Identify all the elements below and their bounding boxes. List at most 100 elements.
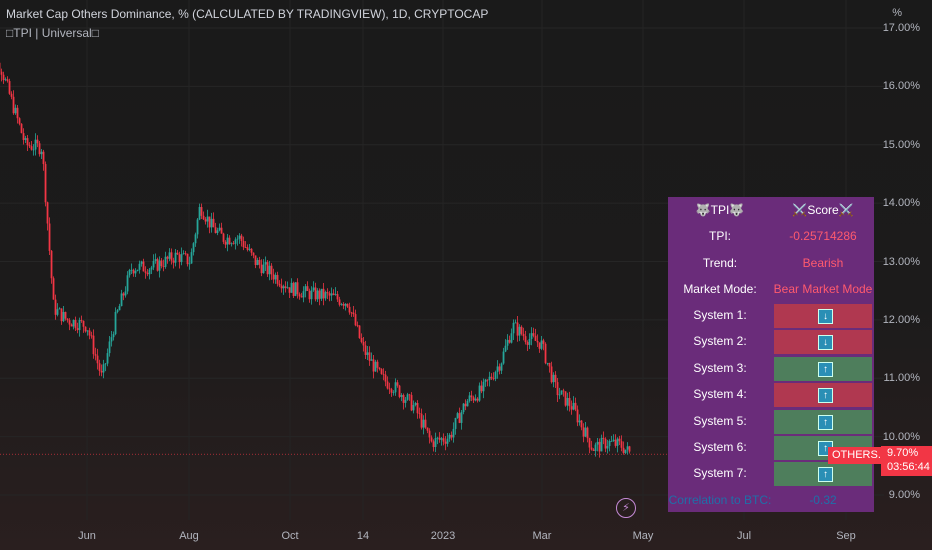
- lightning-icon[interactable]: ⚡: [616, 498, 636, 518]
- candle-body: [178, 254, 181, 263]
- time-tick-label: Mar: [532, 530, 552, 542]
- candle-body: [550, 366, 553, 383]
- signal-arrow-icon: ↑: [818, 414, 833, 430]
- candle-body: [214, 227, 217, 234]
- candle-body: [302, 291, 305, 298]
- candle-body: [396, 382, 399, 386]
- signal-arrow-icon: ↑: [818, 388, 833, 404]
- candle-body: [102, 364, 105, 373]
- time-axis[interactable]: Jun Aug Oct 14 2023 Mar May Jul Sep: [0, 522, 880, 550]
- candle-body: [400, 395, 403, 397]
- candle-body: [368, 352, 371, 361]
- candle-body: [534, 335, 537, 341]
- candle-body: [388, 388, 391, 390]
- candle-body: [554, 374, 557, 383]
- candle-body: [66, 318, 69, 321]
- candle-body: [80, 320, 83, 321]
- indicator-legend[interactable]: □TPI | Universal□: [6, 26, 99, 40]
- price-tick-label: 17.00%: [882, 22, 920, 34]
- candle-body: [510, 333, 513, 343]
- candle-body: [152, 260, 155, 268]
- candle-body: [600, 437, 603, 452]
- candle-body: [546, 362, 549, 364]
- candle-body: [346, 303, 349, 307]
- candle-body: [548, 362, 551, 367]
- candle-body: [274, 274, 277, 280]
- candle-body: [408, 394, 411, 396]
- time-tick-label: 14: [356, 530, 370, 542]
- candle-body: [186, 253, 189, 265]
- system-label: System 2:: [693, 334, 747, 349]
- candle-body: [110, 337, 113, 342]
- tpi-table: 🐺TPI🐺 ⚔️Score⚔️ TPI: -0.25714286 Trend: …: [668, 197, 874, 512]
- candle-body: [472, 397, 475, 401]
- candle-body: [446, 438, 449, 444]
- tpi-header: 🐺TPI🐺: [695, 203, 745, 217]
- candle-body: [238, 235, 241, 239]
- candle-body: [140, 261, 143, 264]
- candle-body: [292, 282, 295, 296]
- candle-body: [576, 409, 579, 423]
- candle-body: [426, 427, 429, 431]
- candle-body: [108, 341, 111, 354]
- candle-body: [188, 263, 191, 265]
- candle-body: [248, 248, 251, 250]
- candle-body: [318, 290, 321, 299]
- candle-body: [2, 74, 5, 81]
- candle-body: [476, 398, 479, 401]
- system-row: System 5: ↑: [668, 408, 874, 434]
- candle-body: [266, 262, 269, 275]
- candle-body: [4, 79, 7, 81]
- chart-title[interactable]: Market Cap Others Dominance, % (CALCULAT…: [6, 7, 489, 21]
- market-mode-value: Bear Market Mode: [773, 282, 873, 296]
- price-axis[interactable]: 17.00% 16.00% 15.00% 14.00% 13.00% 12.00% 11.0…: [882, 0, 932, 520]
- candle-body: [424, 419, 427, 428]
- candle-body: [22, 133, 25, 140]
- candle-body: [374, 361, 377, 372]
- candle-body: [344, 303, 347, 306]
- candle-body: [468, 395, 471, 401]
- candle-body: [94, 354, 97, 356]
- candle-body: [442, 438, 445, 442]
- candle-body: [316, 290, 319, 300]
- candle-body: [18, 118, 21, 124]
- candle-body: [0, 71, 3, 75]
- candle-body: [616, 438, 619, 446]
- candle-body: [172, 260, 175, 263]
- candle-body: [450, 434, 453, 438]
- candle-body: [436, 437, 439, 439]
- price-tick-label: 14.00%: [882, 197, 920, 210]
- candle-body: [310, 290, 313, 300]
- candle-body: [412, 405, 415, 411]
- candle-body: [602, 437, 605, 439]
- candle-body: [370, 359, 373, 361]
- candle-body: [582, 427, 585, 437]
- candle-body: [628, 446, 631, 452]
- candle-body: [138, 263, 141, 270]
- candle-body: [606, 445, 609, 449]
- candle-body: [176, 252, 179, 255]
- candle-body: [146, 272, 149, 275]
- candle-body: [100, 370, 103, 373]
- candle-body: [604, 438, 607, 449]
- tpi-value: -0.25714286: [789, 229, 857, 243]
- candle-body: [440, 438, 443, 440]
- system-signal: ↑: [774, 409, 872, 434]
- candle-body: [20, 123, 23, 134]
- candle-body: [144, 271, 147, 273]
- candle-body: [116, 310, 119, 312]
- candle-body: [278, 283, 281, 286]
- candle-body: [86, 330, 89, 332]
- candle-body: [520, 326, 523, 334]
- candle-body: [340, 303, 343, 305]
- trend-row: Trend: Bearish: [668, 250, 874, 276]
- candle-body: [494, 372, 497, 379]
- candle-body: [598, 441, 601, 452]
- candle-body: [216, 230, 219, 234]
- candle-body: [254, 255, 257, 266]
- candle-body: [564, 391, 567, 406]
- price-tick-label: 12.00%: [882, 313, 920, 326]
- candle-body: [282, 286, 285, 289]
- candle-body: [464, 403, 467, 407]
- candle-body: [114, 311, 117, 335]
